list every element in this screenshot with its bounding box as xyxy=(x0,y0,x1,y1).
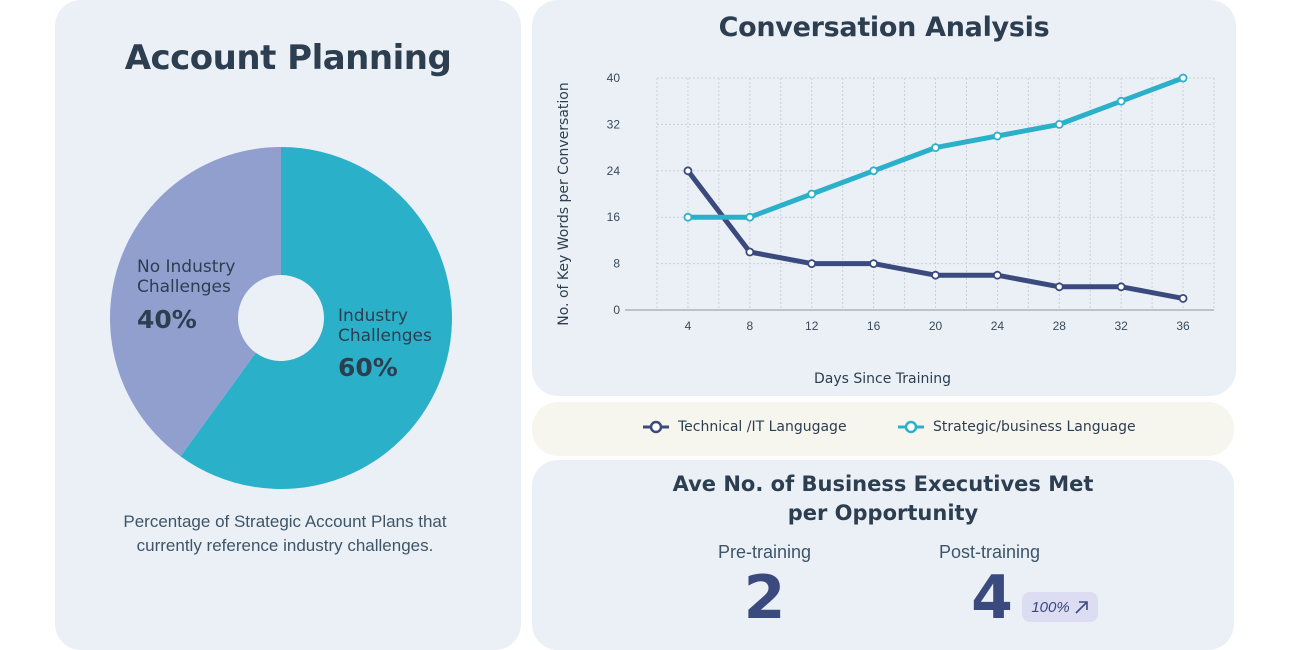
y-tick-label: 32 xyxy=(607,117,621,131)
executives-title-line: Ave No. of Business Executives Met xyxy=(672,472,1094,496)
y-tick-label: 0 xyxy=(613,303,620,317)
data-point-strategic xyxy=(1116,96,1126,106)
arrow-up-right-icon xyxy=(1075,600,1088,614)
slice-pct-no-industry: 40% xyxy=(137,305,197,334)
data-point-strategic xyxy=(931,143,940,153)
slice-label-line: No Industry xyxy=(137,257,236,277)
data-point-technical xyxy=(992,270,1002,280)
account-planning-caption: Percentage of Strategic Account Plans th… xyxy=(123,512,447,555)
legend-label-strategic: Strategic/business Language xyxy=(933,419,1136,435)
data-point-technical xyxy=(869,259,879,269)
slice-label-line: Challenges xyxy=(137,277,231,297)
slice-label-line: Challenges xyxy=(338,326,432,346)
data-point-strategic xyxy=(683,212,693,222)
account-planning-card: Account Planning No Industry Challenges … xyxy=(55,0,521,650)
pre-training-label: Pre-training xyxy=(717,542,812,562)
data-point-technical xyxy=(807,259,817,269)
data-point-technical xyxy=(1178,293,1188,303)
donut-chart xyxy=(110,147,453,490)
data-point-technical xyxy=(1054,282,1064,292)
data-point-strategic xyxy=(992,131,1002,141)
change-badge: 100% xyxy=(1022,592,1098,622)
y-tick-label: 8 xyxy=(613,257,620,271)
x-tick-label: 12 xyxy=(805,319,819,333)
data-point-technical xyxy=(683,166,693,176)
data-point-technical xyxy=(745,247,755,257)
pre-training-value: 2 xyxy=(743,563,786,633)
change-badge-text: 100% xyxy=(1031,598,1070,616)
slice-label-no-industry: No Industry Challenges xyxy=(137,257,235,297)
x-tick-label: 8 xyxy=(746,319,753,333)
x-tick-label: 28 xyxy=(1053,319,1067,333)
x-tick-label: 24 xyxy=(991,319,1005,333)
legend-item-strategic: Strategic/business Language xyxy=(897,419,1136,435)
slice-pct-industry: 60% xyxy=(338,353,398,382)
slice-label-line: Industry xyxy=(338,306,408,326)
x-tick-label: 36 xyxy=(1176,319,1190,333)
y-axis-label: No. of Key Words per Conversation xyxy=(556,82,572,325)
legend-marker-icon xyxy=(643,420,669,434)
y-tick-label: 16 xyxy=(607,210,621,224)
conversation-analysis-card: Conversation Analysis 0 8 16 24 32 40 4 8 12 16 20… xyxy=(532,0,1236,396)
post-training-label: Post-training xyxy=(938,542,1041,562)
executives-title-line: per Opportunity xyxy=(787,501,979,525)
x-tick-label: 20 xyxy=(929,319,943,333)
data-point-strategic xyxy=(1178,73,1188,83)
data-point-strategic xyxy=(745,212,755,222)
executives-title: Ave No. of Business Executives Met per O… xyxy=(532,470,1234,528)
x-axis-label: Days Since Training xyxy=(814,371,951,387)
x-tick-label: 16 xyxy=(867,319,881,333)
post-training-value: 4 xyxy=(971,563,1013,633)
data-point-strategic xyxy=(807,189,817,199)
slice-no-industry xyxy=(110,147,281,457)
legend-item-technical: Technical /IT Langugage xyxy=(642,419,847,435)
data-point-strategic xyxy=(869,166,879,176)
slice-label-industry: Industry Challenges xyxy=(338,306,432,346)
data-point-technical xyxy=(1116,282,1126,292)
data-point-strategic xyxy=(1054,120,1064,129)
executives-card: Ave No. of Business Executives Met per O… xyxy=(532,460,1234,650)
data-point-technical xyxy=(931,270,940,280)
x-tick-label: 32 xyxy=(1114,319,1128,333)
x-tick-label: 4 xyxy=(685,319,692,333)
conversation-analysis-title: Conversation Analysis xyxy=(718,12,1050,43)
chart-legend: Technical /IT Langugage Strategic/busine… xyxy=(532,402,1234,456)
legend-marker-icon xyxy=(898,420,924,434)
y-tick-label: 40 xyxy=(607,71,621,85)
y-tick-label: 24 xyxy=(607,164,621,178)
account-planning-title: Account Planning xyxy=(124,38,452,78)
slice-industry xyxy=(180,147,453,490)
legend-label-technical: Technical /IT Langugage xyxy=(678,419,847,435)
